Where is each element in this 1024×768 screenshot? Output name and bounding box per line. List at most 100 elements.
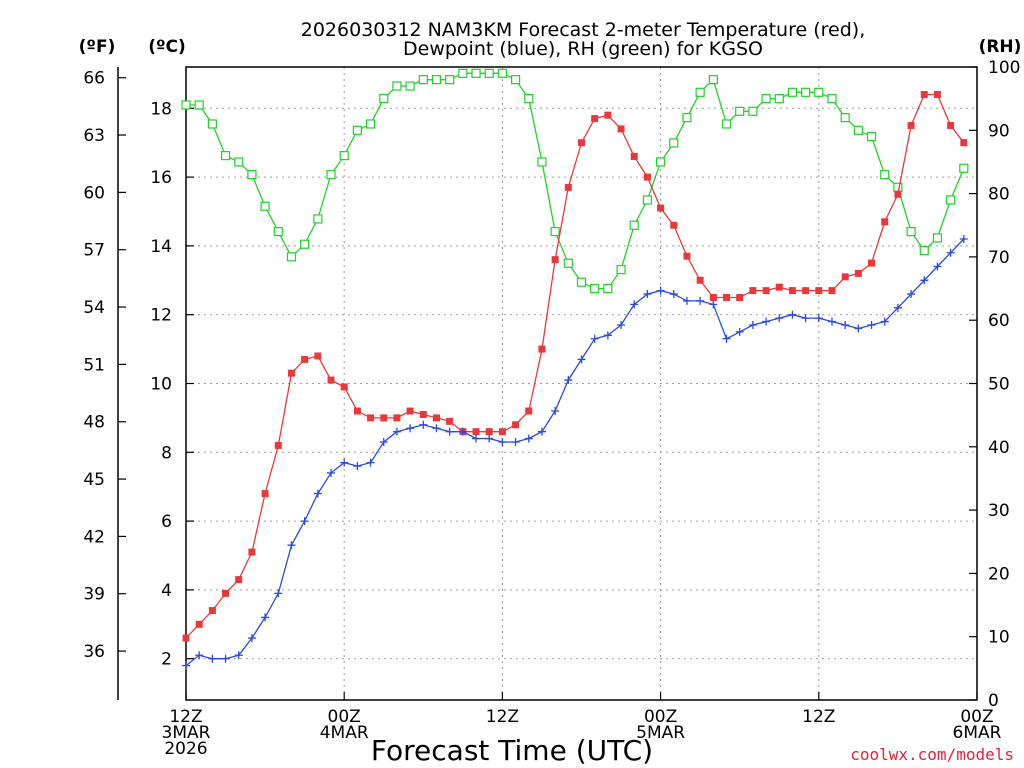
fahrenheit-unit-label: (ºF)	[79, 37, 116, 57]
fahrenheit-tick-label: 57	[83, 241, 105, 261]
celsius-unit-label: (ºC)	[148, 37, 186, 57]
rh-point	[893, 182, 903, 192]
rh-point	[748, 106, 758, 116]
rh-point	[260, 201, 270, 211]
grid-lines	[186, 67, 977, 700]
rh-tick-label: 80	[988, 185, 1010, 205]
dewpoint-point	[617, 321, 626, 330]
temperature-point	[960, 139, 968, 147]
dewpoint-point	[234, 651, 243, 660]
celsius-tick-label: 2	[161, 650, 172, 670]
rh-series	[181, 68, 969, 294]
x-tick-label: 00Z	[960, 707, 993, 727]
celsius-tick-label: 12	[150, 306, 172, 326]
dewpoint-point	[485, 434, 494, 443]
rh-point	[629, 220, 639, 230]
rh-tick-label: 10	[988, 628, 1010, 648]
rh-point	[840, 113, 850, 123]
dewpoint-point	[406, 424, 415, 433]
temperature-point	[208, 607, 216, 615]
temperature-point	[353, 407, 361, 415]
x-tick-label: 00Z	[644, 707, 677, 727]
x-tick-label: 4MAR	[320, 723, 369, 743]
fahrenheit-tick-label: 51	[83, 355, 105, 375]
rh-point	[458, 68, 468, 78]
rh-point	[365, 119, 376, 129]
temperature-point	[485, 428, 493, 436]
dewpoint-point	[827, 317, 836, 326]
dewpoint-point	[392, 427, 401, 436]
dewpoint-point	[537, 427, 546, 436]
rh-point	[801, 87, 811, 97]
rh-point	[379, 94, 389, 104]
fahrenheit-tick-label: 48	[83, 413, 105, 433]
rh-point	[695, 87, 705, 97]
dewpoint-point	[814, 314, 823, 323]
rh-point	[735, 106, 745, 116]
fahrenheit-tick-label: 60	[83, 183, 105, 203]
dewpoint-point	[920, 276, 929, 285]
x-tick-label: 12Z	[802, 707, 835, 727]
temperature-point	[841, 273, 849, 281]
temperature-point	[696, 276, 704, 284]
temperature-line	[185, 93, 965, 639]
dewpoint-point	[959, 235, 968, 244]
rh-point	[919, 245, 929, 256]
rh-point	[537, 157, 547, 167]
rh-point	[286, 252, 297, 262]
temperature-point	[815, 287, 823, 295]
dewpoint-point	[722, 334, 731, 343]
dewpoint-point	[643, 290, 652, 299]
rh-point	[563, 258, 573, 268]
temperature-point	[723, 293, 731, 301]
temperature-point	[287, 369, 295, 377]
rh-point	[550, 226, 560, 237]
dewpoint-point	[696, 296, 705, 305]
rh-point	[669, 138, 679, 148]
temperature-point	[749, 287, 757, 295]
rh-point	[497, 68, 507, 78]
rh-tick-label: 40	[988, 438, 1010, 458]
rh-tick-label: 100	[988, 58, 1020, 78]
fahrenheit-tick-label: 54	[83, 298, 105, 318]
rh-line	[186, 72, 965, 290]
rh-point	[866, 132, 877, 142]
rh-point	[880, 170, 890, 180]
temperature-point	[657, 204, 665, 212]
rh-point	[207, 119, 217, 129]
rh-point	[484, 68, 494, 78]
dewpoint-point	[551, 407, 560, 416]
dewpoint-point	[762, 317, 771, 326]
x-tick-label: 00Z	[328, 707, 361, 727]
temperature-point	[868, 259, 876, 267]
dewpoint-point	[300, 517, 309, 526]
rh-point	[827, 94, 837, 104]
dewpoint-point	[788, 310, 797, 319]
rh-point	[181, 100, 191, 110]
rh-point	[603, 283, 613, 294]
temperature-point	[340, 383, 348, 391]
rh-point	[932, 233, 943, 243]
rh-point	[247, 170, 257, 180]
rh-point	[392, 81, 402, 91]
temperature-point	[261, 490, 269, 498]
dewpoint-point	[445, 427, 454, 436]
temperature-point	[736, 293, 744, 301]
temperature-point	[195, 620, 203, 628]
rh-tick-label: 20	[988, 564, 1010, 584]
dewpoint-point	[748, 321, 757, 330]
temperature-point	[630, 152, 638, 160]
temperature-point	[538, 345, 546, 353]
dewpoint-point	[208, 654, 217, 663]
rh-point	[273, 226, 283, 237]
rh-point	[405, 81, 415, 91]
dewpoint-point	[247, 634, 256, 643]
dewpoint-point	[854, 324, 863, 333]
temperature-point	[947, 121, 955, 129]
dewpoint-point	[867, 321, 876, 330]
rh-point	[524, 94, 534, 104]
dewpoint-point	[524, 434, 533, 443]
celsius-tick-label: 18	[150, 99, 172, 119]
fahrenheit-tick-label: 63	[83, 126, 105, 146]
temperature-point	[406, 407, 414, 415]
